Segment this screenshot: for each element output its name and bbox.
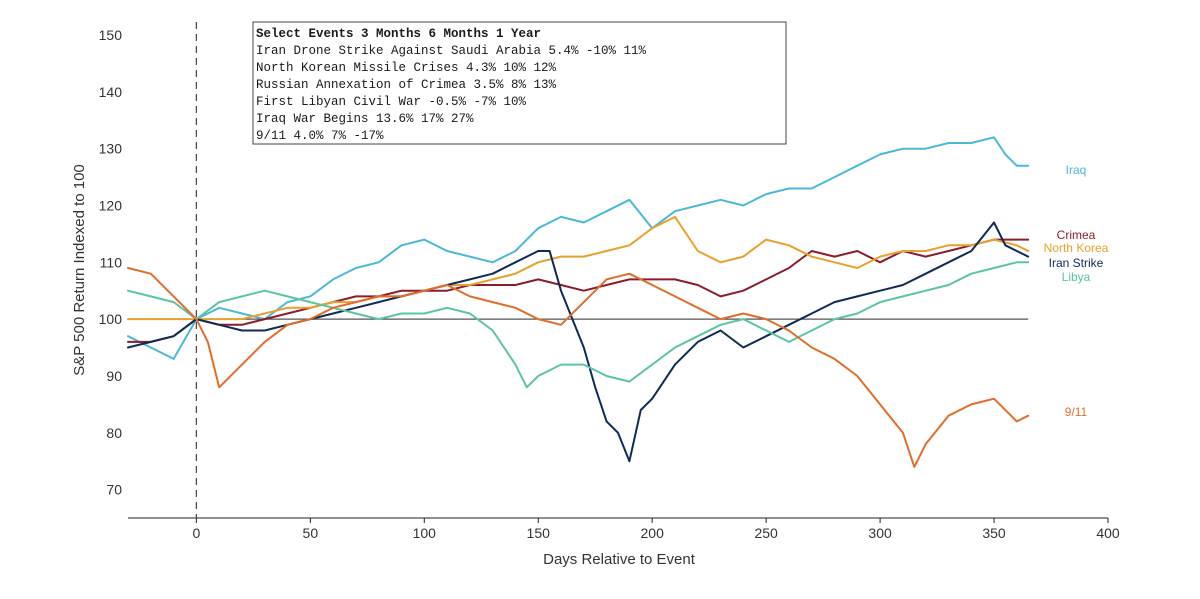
series-label-crimea: Crimea bbox=[1057, 228, 1096, 242]
annotation-row: Iran Drone Strike Against Saudi Arabia 5… bbox=[256, 44, 647, 58]
x-tick-label: 0 bbox=[192, 525, 200, 541]
series-line-9-11 bbox=[127, 267, 1030, 468]
series-label-libya: Libya bbox=[1062, 270, 1091, 284]
annotation-box bbox=[252, 21, 787, 145]
series-line-iraq bbox=[127, 136, 1030, 360]
annotation-row: North Korean Missile Crises 4.3% 10% 12% bbox=[256, 61, 557, 75]
x-tick-label: 100 bbox=[413, 525, 437, 541]
x-tick-label: 350 bbox=[982, 525, 1006, 541]
series-lines bbox=[127, 136, 1030, 468]
x-tick-label: 250 bbox=[754, 525, 778, 541]
x-tick-label: 400 bbox=[1096, 525, 1120, 541]
y-tick-label: 110 bbox=[100, 254, 123, 270]
y-tick-label: 120 bbox=[99, 198, 123, 214]
x-tick-label: 200 bbox=[641, 525, 665, 541]
y-tick-label: 90 bbox=[106, 368, 122, 384]
y-axis-title: S&P 500 Return Indexed to 100 bbox=[71, 164, 88, 376]
series-line-north-korea bbox=[127, 215, 1030, 321]
y-tick-label: 150 bbox=[99, 27, 123, 43]
series-label-9-11: 9/11 bbox=[1065, 405, 1088, 419]
annotation-row: Russian Annexation of Crimea 3.5% 8% 13% bbox=[256, 78, 557, 92]
series-line-crimea bbox=[127, 238, 1030, 343]
x-tick-label: 150 bbox=[527, 525, 551, 541]
annotation-table: Select Events 3 Months 6 Months 1 Year I… bbox=[252, 21, 787, 145]
y-tick-label: 100 bbox=[99, 311, 123, 327]
series-line-libya bbox=[127, 261, 1030, 389]
y-tick-label: 80 bbox=[106, 425, 122, 441]
annotation-row: First Libyan Civil War -0.5% -7% 10% bbox=[256, 95, 527, 109]
series-line-iran-strike bbox=[127, 221, 1030, 463]
x-axis-title: Days Relative to Event bbox=[543, 551, 696, 568]
y-tick-label: 70 bbox=[106, 482, 122, 498]
annotation-row: Iraq War Begins 13.6% 17% 27% bbox=[256, 112, 474, 126]
x-tick-label: 300 bbox=[868, 525, 892, 541]
y-tick-label: 140 bbox=[99, 84, 123, 100]
x-tick-label: 50 bbox=[303, 525, 319, 541]
annotation-row: 9/11 4.0% 7% -17% bbox=[256, 129, 384, 143]
y-tick-label: 130 bbox=[99, 141, 123, 157]
series-label-iraq: Iraq bbox=[1066, 163, 1087, 177]
series-label-iran-strike: Iran Strike bbox=[1049, 256, 1104, 270]
series-label-north-korea: North Korea bbox=[1044, 241, 1109, 255]
axes: 0 50 100 150 200 250 300 350 400 70 80 90 100 110 120 1… bbox=[99, 22, 1120, 541]
annotation-header: Select Events 3 Months 6 Months 1 Year bbox=[256, 27, 541, 41]
